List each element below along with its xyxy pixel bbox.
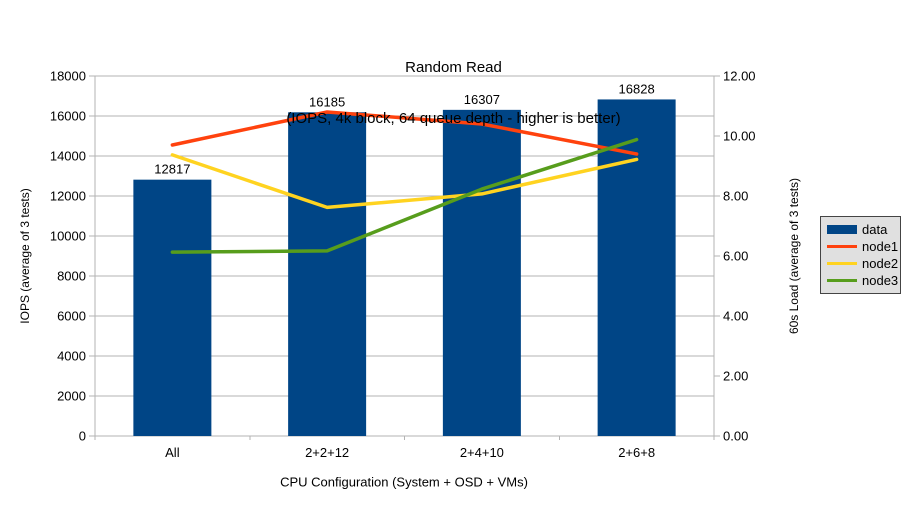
legend: data node1 node2 node3 <box>820 216 901 294</box>
x-category-label: All <box>165 445 180 460</box>
y-axis-left-title: IOPS (average of 3 tests) <box>18 188 32 324</box>
y-left-tick-label: 18000 <box>50 69 86 84</box>
y-right-tick-label: 10.00 <box>723 129 756 144</box>
chart-subtitle: (IOPS, 4k block, 64 queue depth - higher… <box>286 110 621 127</box>
y-right-tick-label: 4.00 <box>723 309 748 324</box>
chart-title: Random Read <box>405 59 502 76</box>
legend-label: data <box>862 222 888 237</box>
y-left-tick-label: 14000 <box>50 149 86 164</box>
y-right-tick-label: 0.00 <box>723 429 748 444</box>
line-series-node3 <box>170 137 639 254</box>
y-left-tick-label: 12000 <box>50 189 86 204</box>
legend-label: node2 <box>862 256 899 271</box>
bar-value-label: 16307 <box>464 92 500 107</box>
bar-value-label: 12817 <box>154 162 190 177</box>
legend-item-data: data <box>827 221 900 238</box>
legend-label: node1 <box>862 239 899 254</box>
legend-line-swatch <box>827 278 857 283</box>
y-left-tick-label: 4000 <box>57 349 86 364</box>
chart-title-block: Random Read (IOPS, 4k block, 64 queue de… <box>0 25 907 161</box>
legend-line-swatch <box>827 244 857 249</box>
y-left-tick-label: 0 <box>79 429 86 444</box>
legend-line-swatch <box>827 261 857 266</box>
legend-bar-swatch <box>827 225 857 234</box>
legend-item-node3: node3 <box>827 272 900 289</box>
line-series-node1 <box>170 110 639 156</box>
x-category-label: 2+6+8 <box>618 445 655 460</box>
y-right-tick-label: 12.00 <box>723 69 756 84</box>
legend-label: node3 <box>862 273 899 288</box>
y-right-tick-label: 2.00 <box>723 369 748 384</box>
bar-value-label: 16828 <box>619 81 655 96</box>
x-category-label: 2+4+10 <box>460 445 504 460</box>
y-left-tick-label: 2000 <box>57 389 86 404</box>
y-left-tick-label: 16000 <box>50 109 86 124</box>
bar-2+2+12 <box>288 112 367 437</box>
bar-value-label: 16185 <box>309 94 345 109</box>
line-series-node2 <box>170 153 639 210</box>
bar-2+4+10 <box>442 109 521 437</box>
y-axis-right-title: 60s Load (average of 3 tests) <box>787 177 801 335</box>
y-right-tick-label: 6.00 <box>723 249 748 264</box>
x-category-label: 2+2+12 <box>305 445 349 460</box>
x-axis-title: CPU Configuration (System + OSD + VMs) <box>280 474 528 490</box>
legend-item-node1: node1 <box>827 238 900 255</box>
y-left-tick-label: 10000 <box>50 229 86 244</box>
bar-All <box>133 179 212 436</box>
y-left-tick-label: 8000 <box>57 269 86 284</box>
y-left-tick-label: 6000 <box>57 309 86 324</box>
y-right-tick-label: 8.00 <box>723 189 748 204</box>
legend-item-node2: node2 <box>827 255 900 272</box>
